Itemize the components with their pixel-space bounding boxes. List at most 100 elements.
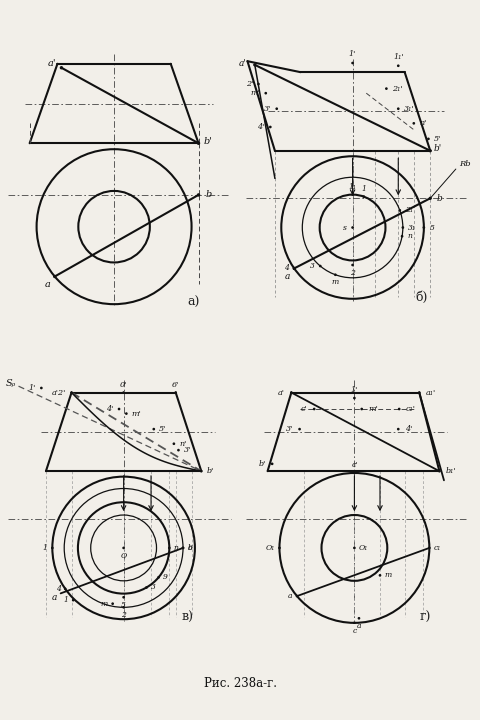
Text: c': c' <box>350 462 357 469</box>
Text: n: n <box>174 544 179 552</box>
Text: 1': 1' <box>350 387 357 395</box>
Circle shape <box>123 597 124 598</box>
Text: 2₁': 2₁' <box>391 85 402 93</box>
Circle shape <box>398 408 399 410</box>
Circle shape <box>269 126 270 127</box>
Text: b': b' <box>432 145 441 153</box>
Text: 0': 0' <box>120 381 127 389</box>
Text: c': c' <box>300 405 307 413</box>
Circle shape <box>351 264 352 266</box>
Text: 2: 2 <box>121 611 126 619</box>
Circle shape <box>153 428 154 430</box>
Circle shape <box>276 108 277 109</box>
Text: n: n <box>407 233 411 240</box>
Text: O₁: O₁ <box>265 544 274 552</box>
Text: 5: 5 <box>121 601 126 609</box>
Circle shape <box>429 150 430 152</box>
Circle shape <box>182 547 183 549</box>
Circle shape <box>412 122 414 124</box>
Circle shape <box>360 408 361 410</box>
Text: 1': 1' <box>348 50 356 58</box>
Text: b₁': b₁' <box>445 467 456 475</box>
Text: c: c <box>351 626 356 634</box>
Circle shape <box>168 547 169 549</box>
Text: 5': 5' <box>159 425 166 433</box>
Text: O₁: O₁ <box>358 544 368 552</box>
Circle shape <box>293 268 295 269</box>
Text: 9: 9 <box>163 573 168 581</box>
Text: 5': 5' <box>433 135 440 143</box>
Text: a: a <box>288 592 292 600</box>
Text: b': b' <box>204 137 213 145</box>
Text: 1: 1 <box>43 544 48 552</box>
Text: 1: 1 <box>360 185 365 193</box>
Circle shape <box>173 443 174 444</box>
Circle shape <box>175 392 176 393</box>
Text: m': m' <box>367 405 377 413</box>
Text: 1₁: 1₁ <box>348 183 356 191</box>
Text: c₁': c₁' <box>405 405 415 413</box>
Text: a'2': a'2' <box>51 389 66 397</box>
Text: a': a' <box>239 58 246 68</box>
Circle shape <box>351 227 352 228</box>
Circle shape <box>398 210 400 211</box>
Circle shape <box>178 449 179 451</box>
Text: a: a <box>45 280 50 289</box>
Text: Рис. 238а-г.: Рис. 238а-г. <box>204 677 276 690</box>
Text: b: b <box>205 190 211 199</box>
Circle shape <box>397 428 398 430</box>
Circle shape <box>351 194 352 195</box>
Circle shape <box>428 547 429 549</box>
Circle shape <box>418 392 419 393</box>
Circle shape <box>197 194 199 196</box>
Circle shape <box>71 392 72 393</box>
Circle shape <box>353 472 354 474</box>
Text: 5: 5 <box>429 223 433 232</box>
Text: 4: 4 <box>56 585 60 593</box>
Text: 3': 3' <box>285 425 292 433</box>
Circle shape <box>112 603 113 604</box>
Text: 2: 2 <box>349 269 354 276</box>
Text: 3₁: 3₁ <box>408 223 415 232</box>
Text: 6': 6' <box>172 381 179 389</box>
Text: n': n' <box>179 440 186 448</box>
Text: m: m <box>101 600 108 608</box>
Circle shape <box>401 227 403 228</box>
Circle shape <box>197 143 199 144</box>
Text: 4': 4' <box>106 405 113 413</box>
Circle shape <box>145 587 147 588</box>
Circle shape <box>51 547 53 549</box>
Text: b': b' <box>206 467 214 475</box>
Circle shape <box>358 618 359 619</box>
Text: 3: 3 <box>309 262 314 270</box>
Circle shape <box>293 268 294 269</box>
Text: 6: 6 <box>187 544 192 552</box>
Text: s: s <box>343 223 347 232</box>
Text: a: a <box>51 593 57 603</box>
Text: m: m <box>384 572 391 580</box>
Text: г): г) <box>419 611 431 624</box>
Circle shape <box>353 547 354 549</box>
Circle shape <box>278 547 279 549</box>
Text: b': b' <box>258 460 265 468</box>
Text: 3': 3' <box>183 446 191 454</box>
Circle shape <box>200 470 202 472</box>
Circle shape <box>427 138 428 140</box>
Circle shape <box>182 547 183 549</box>
Circle shape <box>429 197 430 199</box>
Circle shape <box>157 577 159 578</box>
Circle shape <box>362 196 364 197</box>
Circle shape <box>438 470 439 472</box>
Text: а): а) <box>187 296 199 309</box>
Text: m': m' <box>132 410 142 418</box>
Circle shape <box>123 392 124 393</box>
Circle shape <box>60 67 62 68</box>
Circle shape <box>353 397 354 399</box>
Text: 1₁': 1₁' <box>392 53 403 61</box>
Text: a: a <box>285 272 290 281</box>
Text: a: a <box>356 622 360 630</box>
Circle shape <box>353 622 354 624</box>
Circle shape <box>313 408 314 410</box>
Text: Sᵨ: Sᵨ <box>6 379 16 388</box>
Circle shape <box>118 408 120 410</box>
